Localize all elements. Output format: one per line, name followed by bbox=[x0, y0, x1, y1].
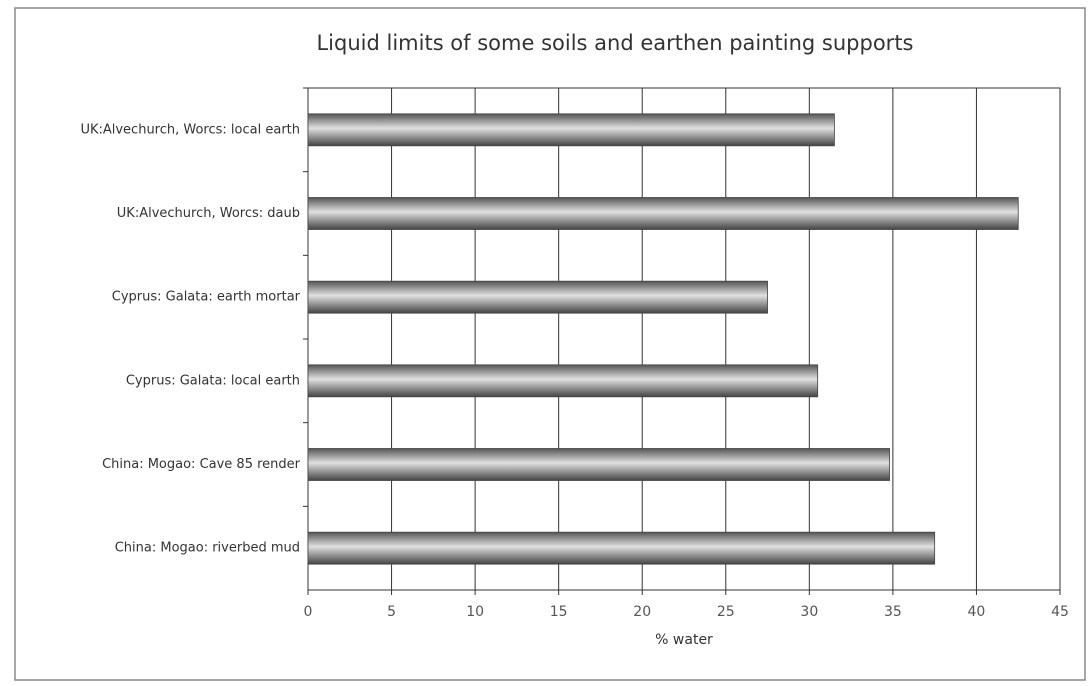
x-tick-label: 45 bbox=[1051, 604, 1069, 620]
bar bbox=[307, 531, 936, 565]
plot-area bbox=[307, 87, 1061, 591]
x-axis-label: % water bbox=[655, 632, 713, 648]
x-tick-label: 30 bbox=[800, 604, 818, 620]
y-tick-label: Cyprus: Galata: earth mortar bbox=[112, 290, 301, 305]
x-tick-label: 25 bbox=[717, 604, 735, 620]
y-tick-label: China: Mogao: Cave 85 render bbox=[102, 457, 301, 472]
x-tick-label: 15 bbox=[550, 604, 568, 620]
bar bbox=[307, 280, 768, 314]
x-tick-label: 40 bbox=[968, 604, 986, 620]
chart-title: Liquid limits of some soils and earthen … bbox=[316, 31, 913, 55]
bar bbox=[307, 448, 890, 481]
bar bbox=[307, 197, 1019, 230]
y-tick-label: UK:Alvechurch, Worcs: daub bbox=[117, 206, 300, 221]
x-tick-label: 5 bbox=[387, 604, 396, 620]
x-tick-label: 35 bbox=[884, 604, 902, 620]
bar bbox=[307, 364, 819, 398]
y-tick-label: Cyprus: Galata: local earth bbox=[126, 373, 300, 388]
y-tick-label: UK:Alvechurch, Worcs: local earth bbox=[80, 122, 300, 137]
bar bbox=[307, 113, 835, 147]
x-tick-label: 10 bbox=[466, 604, 484, 620]
x-tick-label: 20 bbox=[633, 604, 651, 620]
y-tick-label: China: Mogao: riverbed mud bbox=[115, 541, 300, 556]
x-tick-label: 0 bbox=[304, 604, 313, 620]
